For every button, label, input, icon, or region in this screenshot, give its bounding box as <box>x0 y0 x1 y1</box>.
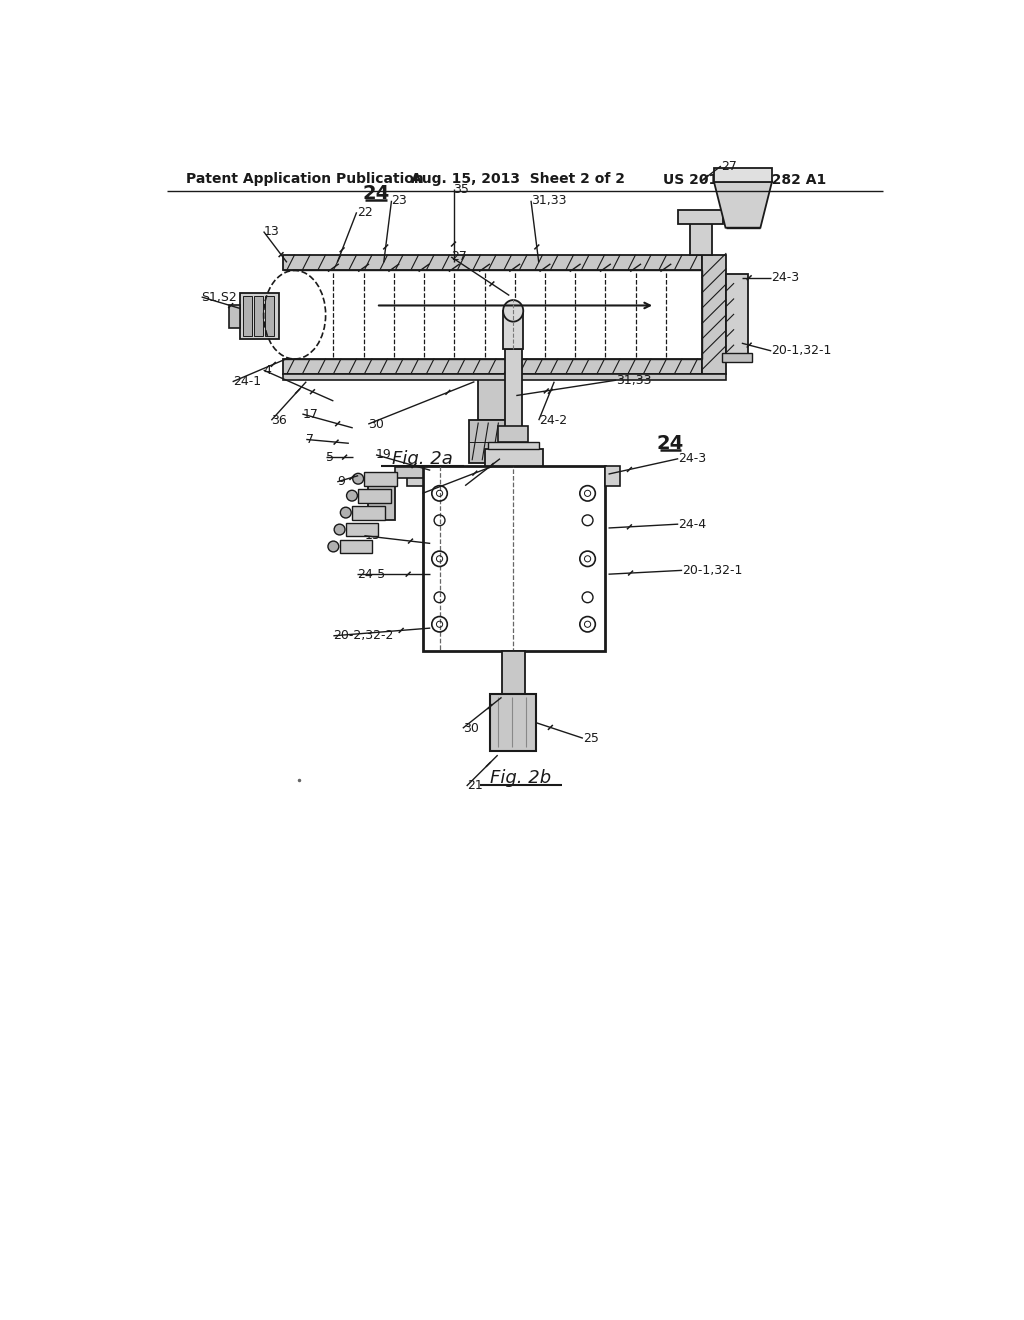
Bar <box>701 255 726 374</box>
Text: 36: 36 <box>271 413 287 426</box>
Bar <box>469 420 515 462</box>
Bar <box>241 293 280 339</box>
Text: 21: 21 <box>423 487 438 500</box>
Bar <box>423 466 604 651</box>
Bar <box>714 168 772 182</box>
Bar <box>369 474 395 520</box>
Text: 24-4: 24-4 <box>678 517 707 531</box>
Bar <box>358 488 391 503</box>
Text: 20-2,32-2: 20-2,32-2 <box>334 630 394 643</box>
Bar <box>499 426 528 442</box>
Bar <box>265 296 273 337</box>
Text: 27: 27 <box>452 251 467 264</box>
Text: Fig. 2b: Fig. 2b <box>490 770 552 787</box>
Circle shape <box>346 490 357 502</box>
Bar <box>502 651 524 693</box>
Text: Fig. 2a: Fig. 2a <box>392 450 453 467</box>
Text: 17: 17 <box>302 408 318 421</box>
Bar <box>283 359 701 374</box>
Circle shape <box>352 474 364 484</box>
Text: Aug. 15, 2013  Sheet 2 of 2: Aug. 15, 2013 Sheet 2 of 2 <box>411 172 625 186</box>
Text: 24-5: 24-5 <box>356 568 385 581</box>
Text: US 2013/0209282 A1: US 2013/0209282 A1 <box>663 172 826 186</box>
Bar <box>505 350 521 442</box>
Bar <box>503 312 523 350</box>
Text: 7: 7 <box>306 433 314 446</box>
Bar <box>283 271 701 359</box>
Text: 20-1,32-1: 20-1,32-1 <box>682 564 742 577</box>
Text: 24: 24 <box>656 434 684 453</box>
Text: 19: 19 <box>376 449 392 462</box>
Bar <box>228 305 241 327</box>
Text: 24-1: 24-1 <box>232 375 261 388</box>
Ellipse shape <box>503 300 523 322</box>
Text: 21: 21 <box>467 779 482 792</box>
Text: 24-3: 24-3 <box>678 453 707 465</box>
Text: 9: 9 <box>337 475 345 488</box>
Text: 25: 25 <box>465 479 481 492</box>
Text: 30: 30 <box>369 417 384 430</box>
Bar <box>254 296 263 337</box>
Bar <box>346 523 378 536</box>
Text: 5: 5 <box>326 450 334 463</box>
Text: 20-1,32-1: 20-1,32-1 <box>771 345 831 358</box>
Bar <box>340 540 372 553</box>
Circle shape <box>340 507 351 517</box>
Polygon shape <box>714 182 772 227</box>
Bar <box>722 354 752 363</box>
Text: Patent Application Publication: Patent Application Publication <box>186 172 424 186</box>
Text: 4: 4 <box>263 363 271 376</box>
Bar <box>604 466 621 486</box>
Text: 31,33: 31,33 <box>616 374 651 387</box>
Text: 30: 30 <box>463 722 478 735</box>
Circle shape <box>334 524 345 535</box>
Text: 31,33: 31,33 <box>531 194 566 207</box>
Circle shape <box>328 541 339 552</box>
Bar <box>352 506 385 520</box>
Text: 23: 23 <box>391 194 408 207</box>
Bar <box>484 449 543 466</box>
Text: S1,S2: S1,S2 <box>202 290 238 304</box>
Text: 24-2: 24-2 <box>539 413 567 426</box>
Bar <box>488 442 539 449</box>
Bar <box>283 255 701 271</box>
Bar <box>395 467 423 478</box>
Text: 24: 24 <box>362 183 389 202</box>
Bar <box>478 374 506 420</box>
Text: 24-3: 24-3 <box>771 271 800 284</box>
Text: 13: 13 <box>263 224 280 238</box>
Text: 35: 35 <box>454 182 469 195</box>
Bar <box>726 275 748 355</box>
Text: 13: 13 <box>365 529 380 543</box>
Bar <box>283 374 726 380</box>
Bar <box>678 210 723 224</box>
Bar <box>489 693 537 751</box>
Bar <box>365 471 397 486</box>
Text: 27: 27 <box>721 160 736 173</box>
Bar <box>244 296 252 337</box>
Text: 25: 25 <box>583 731 599 744</box>
Text: 22: 22 <box>356 206 373 219</box>
Bar <box>690 213 712 255</box>
Bar <box>407 466 423 486</box>
